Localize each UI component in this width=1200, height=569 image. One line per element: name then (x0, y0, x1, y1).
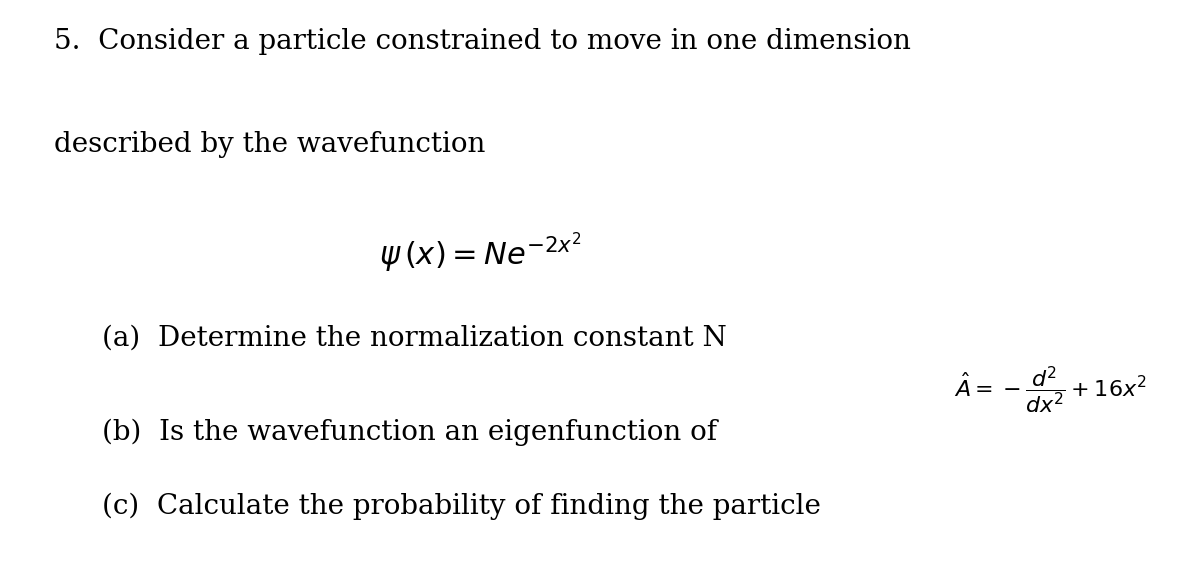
Text: (a)  Determine the normalization constant N: (a) Determine the normalization constant… (102, 324, 727, 351)
Text: $\hat{A} = -\dfrac{d^2}{dx^2} +16x^2$: $\hat{A} = -\dfrac{d^2}{dx^2} +16x^2$ (954, 364, 1146, 415)
Text: (c)  Calculate the probability of finding the particle: (c) Calculate the probability of finding… (102, 492, 821, 519)
Text: 5.  Consider a particle constrained to move in one dimension: 5. Consider a particle constrained to mo… (54, 28, 911, 55)
Text: described by the wavefunction: described by the wavefunction (54, 131, 485, 158)
Text: $\psi\,(x)= Ne^{-2x^2}$: $\psi\,(x)= Ne^{-2x^2}$ (379, 230, 581, 275)
Text: (b)  Is the wavefunction an eigenfunction of: (b) Is the wavefunction an eigenfunction… (102, 418, 718, 446)
